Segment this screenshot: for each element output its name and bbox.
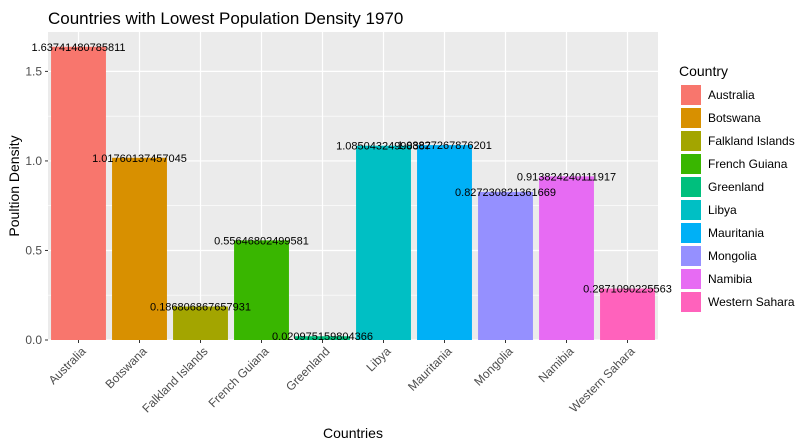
legend-swatch (681, 223, 701, 243)
y-tick-label: 1.0 (25, 154, 42, 168)
y-axis-ticks: 0.0 0.5 1.0 1.5 (25, 64, 48, 347)
legend-entry-label: Mauritania (708, 226, 764, 240)
legend-entry-label: Namibia (708, 272, 752, 286)
legend-swatch (681, 246, 701, 266)
x-tick-label: Namibia (536, 344, 577, 385)
bar-botswana (112, 157, 167, 340)
x-tick-label: Botswana (102, 344, 149, 391)
bar-libya (356, 145, 411, 340)
bar-namibia (539, 176, 594, 340)
legend-entry-label: Botswana (708, 111, 761, 125)
data-label: 1.01760137457045 (92, 153, 187, 165)
data-label: 1.63741480785811 (31, 42, 125, 54)
bar-greenland (295, 336, 350, 340)
x-tick-label: Australia (46, 344, 89, 387)
bar-australia (51, 46, 106, 340)
legend: Country Australia Botswana Falkland Island… (679, 63, 795, 312)
legend-swatch (681, 154, 701, 174)
legend-swatch (681, 177, 701, 197)
x-tick-label: French Guiana (206, 344, 272, 410)
bar-western-sahara (600, 288, 655, 340)
bar-mauritania (417, 145, 472, 340)
bar-falkland-islands (173, 306, 228, 340)
data-label: 0.55646802499581 (214, 235, 309, 247)
y-tick-label: 0.0 (25, 333, 42, 347)
legend-title: Country (679, 63, 728, 79)
bar-mongolia (478, 191, 533, 340)
legend-swatch (681, 292, 701, 312)
legend-entry-label: Australia (708, 88, 755, 102)
legend-swatch (681, 200, 701, 220)
legend-entry-label: Greenland (708, 180, 764, 194)
legend-entry-label: Western Sahara (708, 295, 795, 309)
x-tick-label: Mauritania (405, 344, 455, 394)
data-label: 0.186806867657931 (150, 302, 251, 314)
legend-items: Australia Botswana Falkland Islands French … (681, 85, 795, 312)
bar-french-guiana (234, 240, 289, 340)
legend-swatch (681, 131, 701, 151)
x-tick-label: Libya (363, 344, 393, 374)
x-tick-label: Western Sahara (567, 344, 638, 415)
chart-title: Countries with Lowest Population Density… (48, 9, 403, 28)
x-tick-label: Greenland (283, 344, 333, 394)
legend-entry-label: Falkland Islands (708, 134, 795, 148)
data-label: 0.020975159804366 (272, 331, 373, 343)
legend-entry-label: Libya (708, 203, 737, 217)
legend-entry-label: Mongolia (708, 249, 757, 263)
y-tick-label: 1.5 (25, 64, 42, 78)
data-label: 1.08504324998387 (336, 141, 431, 153)
y-axis-title: Poultion Density (6, 135, 22, 236)
data-label: 0.2871090225563 (583, 284, 672, 296)
data-label: 0.827230821361669 (455, 187, 556, 199)
data-label: 0.913824240111917 (517, 171, 616, 183)
bars (51, 46, 655, 340)
legend-swatch (681, 108, 701, 128)
y-tick-label: 0.5 (25, 243, 42, 257)
legend-swatch (681, 85, 701, 105)
x-tick-label: Falkland Islands (139, 344, 210, 415)
legend-entry-label: French Guiana (708, 157, 788, 171)
data-label: 1.08827267876201 (397, 140, 492, 152)
x-tick-label: Mongolia (471, 344, 516, 389)
data-labels: 1.63741480785811 1.01760137457045 0.186806… (31, 42, 671, 343)
legend-swatch (681, 269, 701, 289)
x-axis-title: Countries (323, 425, 383, 441)
